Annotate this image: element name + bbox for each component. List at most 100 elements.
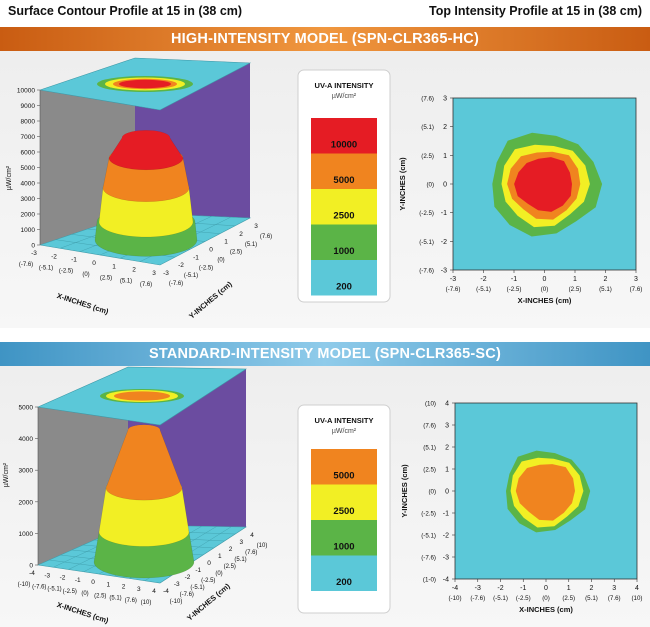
hc-contour-y-tick-label: -2 [441,239,447,246]
sc-x-tick-label: 2 [122,584,126,591]
hc-z-tick-label: 2000 [21,212,36,219]
sc-contour-y-tick-cm-label: (1-0) [423,577,436,584]
hc-y-tick-label: -1 [193,254,199,261]
hc-y-tick-cm-label: (-5.1) [184,273,198,279]
hc-y-tick-label: 2 [239,231,243,238]
sc-contour-y-tick-cm-label: (10) [425,401,436,408]
hc-model-banner: HIGH-INTENSITY MODEL (SPN-CLR365-HC) [0,27,650,51]
sc-x-tick-label: 4 [152,588,156,595]
hc-z-tick-label: 9000 [21,103,36,110]
sc-surface-cap [128,424,160,436]
sc-x-tick-cm-label: (-7.6) [32,584,46,590]
sc-y-tick-label: -2 [185,574,191,581]
hc-contour-y-axis-label: Y-INCHES (cm) [398,157,407,211]
sc-model-banner: STANDARD-INTENSITY MODEL (SPN-CLR365-SC) [0,342,650,366]
sc-x-tick-label: -1 [75,577,81,584]
hc-contour-x-axis-label: X-INCHES (cm) [518,296,572,305]
hc-contour-x-tick-label: -3 [450,276,456,283]
sc-legend-swatch-2500 [311,484,377,520]
hc-contour-x-tick-label: -2 [480,276,486,283]
sc-contour-y-tick-label: 4 [445,401,449,408]
hc-contour-10000 [514,157,572,212]
sc-legend-swatch-1000 [311,520,377,556]
hc-legend-swatch-5000 [311,153,377,189]
hc-x-tick-label: 0 [92,260,96,267]
hc-contour-x-tick-cm-label: (0) [541,286,549,293]
sc-top-contour-5000 [114,391,170,401]
hc-z-tick-label: 6000 [21,150,36,157]
sc-contour-x-tick-label: 0 [544,585,548,592]
hc-contour-x-tick-cm-label: (-7.6) [446,286,461,293]
sc-legend-title: UV-A INTENSITY [315,416,374,425]
sc-y-tick-label: 1 [218,553,222,560]
sc-x-tick-cm-label: (2.5) [94,593,106,599]
hc-x-tick-label: 2 [132,267,136,274]
hc-legend-level-label: 10000 [331,140,357,151]
sc-contour-5000 [515,464,575,521]
hc-z-tick-label: 3000 [21,196,36,203]
hc-contour-y-tick-label: -3 [441,268,447,275]
hc-legend-title: UV-A INTENSITY [315,81,374,90]
sc-contour-x-tick-cm-label: (0) [542,595,550,602]
sc-contour-x-tick-cm-label: (7.6) [608,595,621,602]
sc-x-tick-cm-label: (-10) [18,582,31,588]
hc-contour-y-tick-cm-label: (-2.5) [419,210,434,217]
sc-contour-y-tick-cm-label: (7.6) [423,423,436,430]
sc-x-tick-cm-label: (0) [81,591,88,597]
sc-y-tick-label: 2 [229,546,233,553]
hc-z-tick-label: 5000 [21,165,36,172]
sc-x-tick-label: 1 [106,581,110,588]
hc-x-tick-label: 3 [152,270,156,277]
hc-x-tick-cm-label: (7.6) [140,282,152,288]
sc-z-tick-label: 0 [29,563,33,570]
sc-contour-x-tick-label: -1 [520,585,526,592]
sc-x-tick-cm-label: (-5.1) [47,587,61,593]
sc-contour-x-tick-label: -2 [497,585,503,592]
sc-x-tick-cm-label: (7.6) [125,598,137,604]
sc-y-tick-label: -1 [195,567,201,574]
sc-y-tick-cm-label: (2.5) [224,564,236,570]
hc-contour-x-tick-label: -1 [511,276,517,283]
hc-contour-y-tick-cm-label: (0) [426,182,434,189]
sc-y-tick-label: 4 [250,532,254,539]
sc-contour-x-tick-label: 4 [635,585,639,592]
hc-x-tick-cm-label: (0) [82,272,89,278]
hc-contour-x-tick-cm-label: (2.5) [569,286,582,293]
sc-x-tick-label: 0 [91,579,95,586]
hc-x-tick-label: 1 [112,263,116,270]
hc-contour-y-tick-label: 1 [443,153,447,160]
sc-contour-y-tick-label: -1 [443,511,449,518]
hc-y-tick-label: -3 [163,270,169,277]
hc-legend-unit: µW/cm² [332,93,357,100]
sc-contour-x-tick-cm-label: (2.5) [562,595,575,602]
left-section-title: Surface Contour Profile at 15 in (38 cm) [8,4,243,18]
sc-y-tick-label: 3 [239,539,243,546]
hc-contour-y-tick-label: -1 [441,210,447,217]
hc-x-tick-cm-label: (5.1) [120,279,132,285]
hc-legend-level-label: 200 [336,282,352,293]
hc-z-tick-label: 8000 [21,119,36,126]
hc-z-tick-label: 4000 [21,181,36,188]
sc-y-tick-label: 0 [207,560,211,567]
hc-x-tick-cm-label: (-5.1) [39,265,53,271]
sc-legend-swatch-5000 [311,449,377,485]
hc-contour-x-tick-label: 0 [543,276,547,283]
sc-contour-x-tick-cm-label: (10) [631,595,642,602]
sc-y-tick-cm-label: (10) [257,543,268,549]
hc-contour-x-tick-cm-label: (5.1) [599,286,612,293]
sc-y-tick-cm-label: (-10) [170,599,183,605]
sc-contour-y-tick-label: -2 [443,533,449,540]
hc-y-tick-cm-label: (5.1) [245,242,257,248]
hc-legend-swatch-10000 [311,118,377,154]
hc-y-tick-cm-label: (7.6) [260,234,272,240]
sc-x-axis-label: X-INCHES (cm) [56,600,110,625]
sc-y-tick-cm-label: (0) [215,571,222,577]
hc-x-tick-cm-label: (-2.5) [59,269,73,275]
sc-legend-level-label: 200 [336,577,352,588]
sc-z-tick-label: 5000 [19,405,34,412]
hc-z-tick-label: 0 [31,243,35,250]
sc-x-tick-label: -2 [60,575,66,582]
hc-z-axis-label: µW/cm² [6,165,13,190]
hc-contour-x-tick-label: 2 [604,276,608,283]
